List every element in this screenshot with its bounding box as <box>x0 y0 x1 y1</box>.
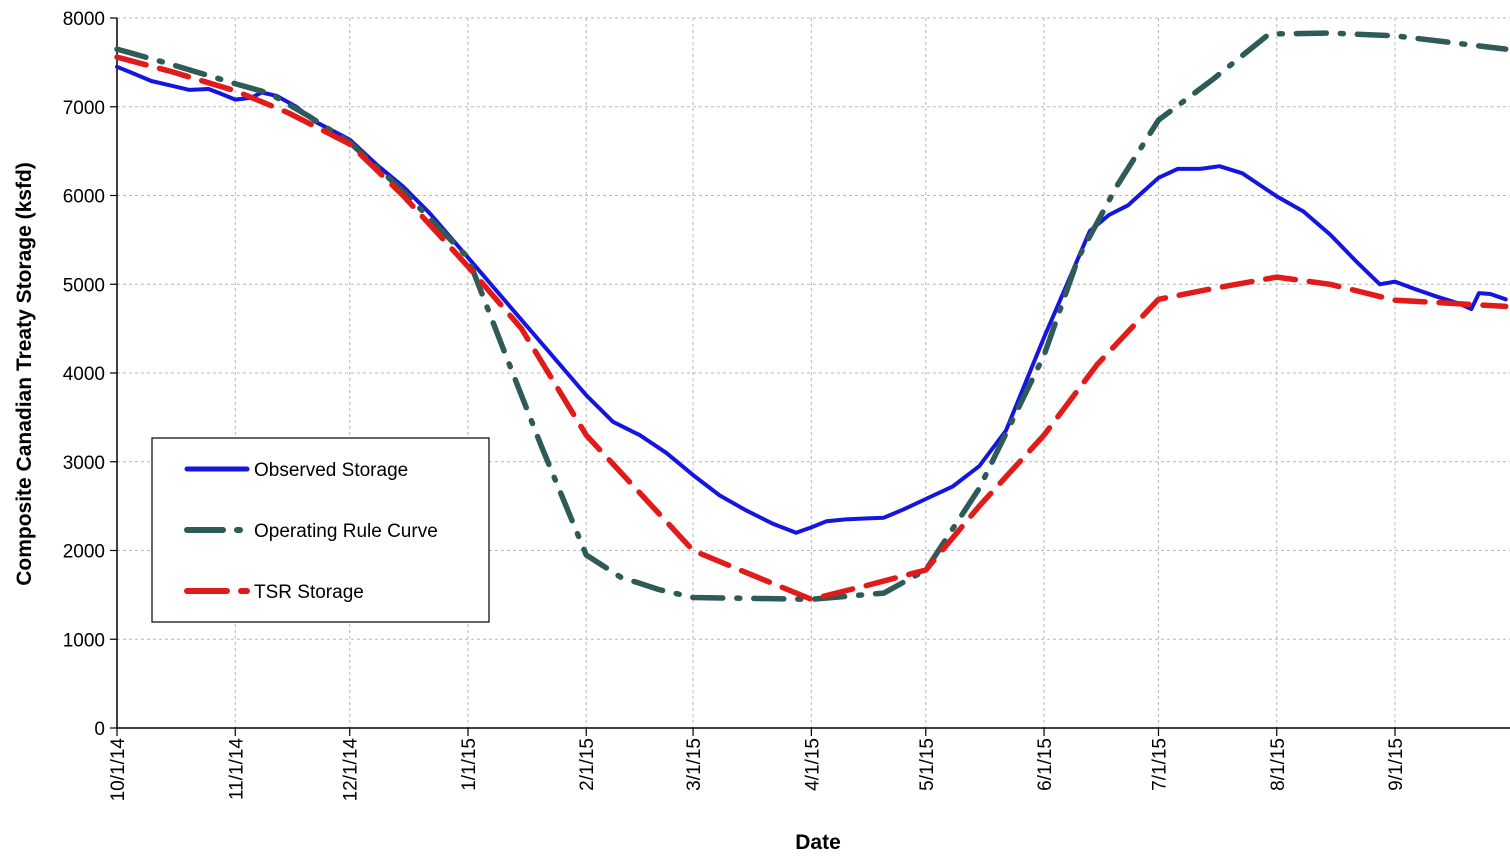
series-line-operating-rule-curve <box>114 30 1509 603</box>
y-tick-label-5000: 5000 <box>63 275 105 296</box>
x-tick-label-4-1-15: 4/1/15 <box>802 738 823 791</box>
y-tick-label-0: 0 <box>94 719 105 740</box>
x-tick-label-3-1-15: 3/1/15 <box>684 738 705 791</box>
x-tick-label-8-1-15: 8/1/15 <box>1268 738 1289 791</box>
legend-label-tsr-storage: TSR Storage <box>254 582 364 603</box>
legend-label-observed-storage: Observed Storage <box>254 460 408 481</box>
legend: Observed Storage Operating Rule Curve TS… <box>151 437 490 623</box>
legend-label-operating-rule-curve: Operating Rule Curve <box>254 521 438 542</box>
y-tick-label-6000: 6000 <box>63 187 105 208</box>
x-tick-label-11-1-14: 11/1/14 <box>226 738 247 800</box>
x-tick-label-2-1-15: 2/1/15 <box>577 738 598 791</box>
y-axis-ticks: 0 1000 2000 3000 4000 5000 6000 7000 8000 <box>63 9 117 740</box>
series-line-observed-storage <box>115 64 1508 535</box>
x-axis-title: Date <box>795 831 841 854</box>
x-tick-label-7-1-15: 7/1/15 <box>1149 738 1170 791</box>
y-tick-label-1000: 1000 <box>63 630 105 651</box>
y-tick-label-8000: 8000 <box>63 9 105 30</box>
y-tick-label-3000: 3000 <box>63 453 105 474</box>
x-tick-label-1-1-15: 1/1/15 <box>459 738 480 791</box>
gridlines <box>117 17 1510 728</box>
y-axis-title: Composite Canadian Treaty Storage (ksfd) <box>13 162 36 586</box>
x-tick-label-9-1-15: 9/1/15 <box>1386 738 1407 791</box>
x-tick-label-5-1-15: 5/1/15 <box>917 738 938 791</box>
y-tick-label-7000: 7000 <box>63 98 105 119</box>
series-lines <box>114 30 1509 603</box>
y-tick-label-4000: 4000 <box>63 364 105 385</box>
x-tick-label-12-1-14: 12/1/14 <box>341 738 362 802</box>
series-line-tsr-storage <box>114 54 1509 603</box>
x-axis-ticks: 10/1/14 11/1/14 12/1/14 1/1/15 2/1/15 3/1/15 4… <box>108 728 1407 801</box>
y-tick-label-2000: 2000 <box>63 542 105 563</box>
x-tick-label-6-1-15: 6/1/15 <box>1035 738 1056 791</box>
x-tick-label-10-1-14: 10/1/14 <box>108 738 129 802</box>
